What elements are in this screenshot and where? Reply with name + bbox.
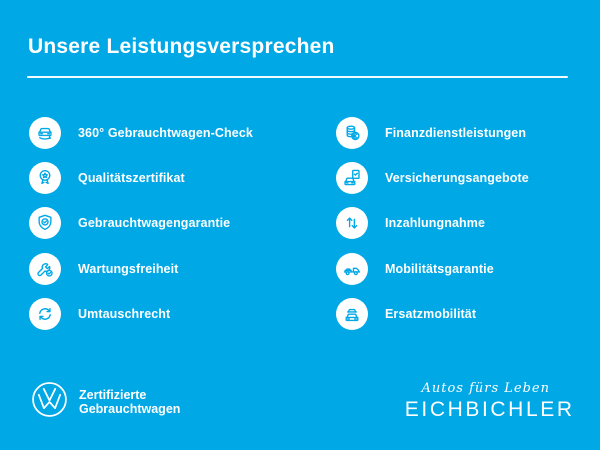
dealer-logo: Autos fürs Leben EICHBICHLER — [405, 381, 572, 422]
promise-item: Gebrauchtwagengarantie — [29, 201, 253, 246]
promise-label: 360° Gebrauchtwagen-Check — [78, 125, 253, 140]
vw-badge-line2: Gebrauchtwagen — [79, 402, 181, 416]
vw-badge-text: Zertifizierte Gebrauchtwagen — [79, 388, 180, 417]
up-down-arrows-icon — [336, 207, 368, 240]
two-cars-icon — [336, 298, 368, 331]
promise-column-left: 360° Gebrauchtwagen-Check Qualitätszerti… — [29, 110, 253, 337]
promise-label: Mobilitätsgarantie — [385, 261, 494, 276]
car-document-icon — [336, 162, 368, 195]
car-360-icon — [29, 116, 61, 149]
dealer-tagline: Autos fürs Leben — [421, 381, 550, 396]
promise-column-right: Finanzdienstleistungen Versicherungsange… — [336, 110, 529, 337]
vw-badge-line1: Zertifizierte — [79, 387, 147, 402]
tow-truck-icon — [336, 252, 368, 285]
promise-label: Ersatzmobilität — [385, 307, 477, 322]
promise-item: Ersatzmobilität — [336, 292, 529, 337]
promise-label: Inzahlungnahme — [385, 216, 486, 231]
page-title: Unsere Leistungsversprechen — [28, 35, 335, 58]
quality-seal-icon — [29, 162, 61, 195]
dealer-name: EICHBICHLER — [404, 398, 575, 421]
promise-item: Qualitätszertifikat — [29, 155, 253, 200]
promise-item: Umtauschrecht — [29, 292, 253, 337]
promise-item: Finanzdienstleistungen — [336, 110, 529, 155]
promise-item: Versicherungsangebote — [336, 155, 529, 200]
promise-label: Umtauschrecht — [78, 307, 171, 322]
promise-label: Qualitätszertifikat — [78, 171, 185, 186]
coins-euro-icon — [336, 116, 368, 149]
promise-label: Finanzdienstleistungen — [385, 125, 527, 140]
promise-item: Inzahlungnahme — [336, 201, 529, 246]
vw-certified-badge: Zertifizierte Gebrauchtwagen — [31, 381, 180, 423]
shield-check-icon — [29, 207, 61, 240]
promise-label: Wartungsfreiheit — [78, 261, 179, 276]
promise-label: Gebrauchtwagengarantie — [78, 216, 231, 231]
promise-item: Mobilitätsgarantie — [336, 246, 529, 291]
promise-item: Wartungsfreiheit — [29, 246, 253, 291]
exchange-arrows-icon — [29, 298, 61, 331]
wrench-check-icon — [29, 252, 61, 285]
vw-logo — [31, 381, 68, 423]
title-divider — [27, 76, 568, 78]
promise-item: 360° Gebrauchtwagen-Check — [29, 110, 253, 155]
promise-label: Versicherungsangebote — [385, 171, 529, 186]
